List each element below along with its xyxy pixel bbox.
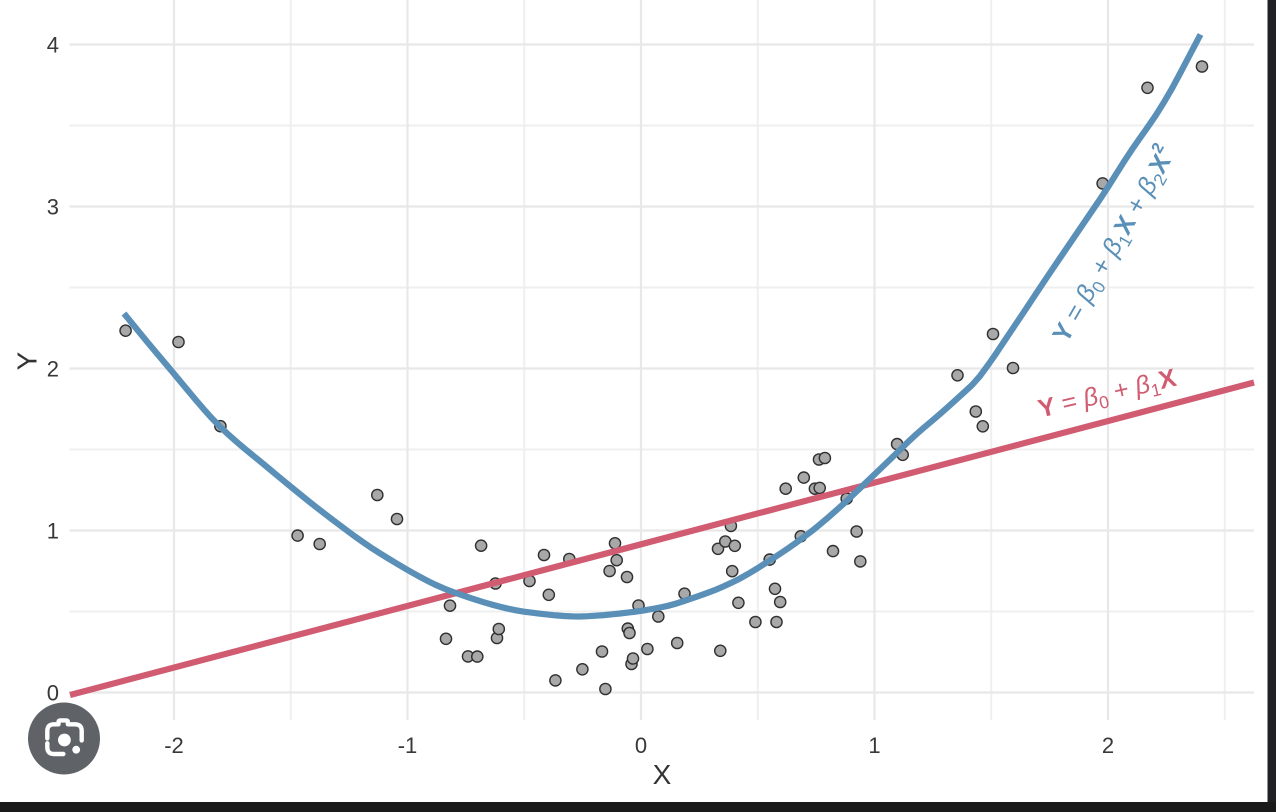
svg-text:1: 1 [868, 733, 880, 758]
svg-text:0: 0 [635, 733, 647, 758]
svg-text:4: 4 [47, 33, 59, 58]
svg-text:0: 0 [47, 681, 59, 706]
svg-text:3: 3 [47, 195, 59, 220]
svg-text:2: 2 [1102, 733, 1114, 758]
svg-text:2: 2 [47, 357, 59, 382]
svg-text:Y: Y [12, 351, 43, 370]
svg-text:1: 1 [47, 519, 59, 544]
svg-text:X: X [653, 759, 672, 790]
svg-text:-2: -2 [164, 733, 184, 758]
svg-text:-1: -1 [398, 733, 418, 758]
